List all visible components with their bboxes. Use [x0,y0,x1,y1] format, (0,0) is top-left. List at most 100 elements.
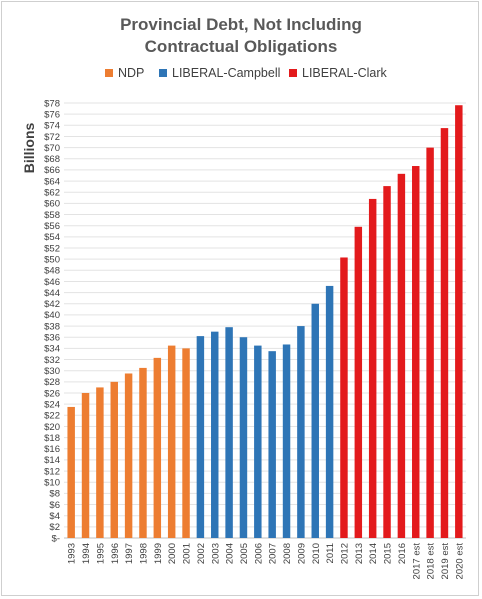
x-tick-label: 2012 [339,543,350,564]
y-tick-label: $74 [44,121,60,132]
y-tick-label: $14 [44,455,60,466]
legend-item-ndp: NDP [105,64,144,82]
x-tick-label: 2013 [354,543,365,564]
y-tick-label: $60 [44,199,60,210]
y-tick-label: $22 [44,411,60,422]
x-tick-label: 1996 [110,543,121,564]
y-tick-label: $68 [44,154,60,165]
y-tick-label: $42 [44,299,60,310]
x-tick-label: 2000 [167,543,178,564]
x-tick-label: 1998 [138,543,149,564]
bar-liberal-campbell-2008 [282,344,291,538]
bar-liberal-campbell-2004 [225,327,233,538]
bar-ndp-1998 [139,367,147,538]
x-tick-label: 1997 [124,543,135,564]
bar-liberal-campbell-2003 [211,331,219,538]
bar-ndp-1993 [67,406,75,538]
y-tick-label: $40 [44,310,60,321]
bar-liberal-campbell-2009 [297,326,305,538]
y-tick-label: $78 [44,98,60,109]
x-tick-label: 2014 [368,543,379,564]
y-tick-label: $- [52,533,60,544]
bar-liberal-clark-2018-est [426,147,434,538]
bar-ndp-2001 [182,348,190,538]
legend-swatch-liberal-campbell [159,69,167,77]
y-tick-label: $2 [49,522,60,533]
bar-liberal-campbell-2002 [196,336,205,538]
x-tick-label: 1994 [81,543,92,564]
x-tick-label: 1995 [95,543,106,564]
y-tick-label: $26 [44,388,60,399]
legend-label-ndp: NDP [118,66,145,80]
bar-liberal-clark-2015 [383,186,391,538]
bar-liberal-clark-2019-est [440,128,449,538]
x-tick-labels: 1993 1994 1995 1996 1997 1998 1999 2000 2001 2002… [67,543,466,580]
bar-liberal-campbell-2010 [311,303,319,538]
bars [67,105,463,539]
chart-title-line1: Provincial Debt, Not Including [120,15,362,34]
bar-liberal-clark-2013 [354,226,363,539]
bar-ndp-2000 [167,345,176,538]
x-tick-label: 2004 [225,543,236,564]
y-tick-label: $8 [49,489,60,500]
y-tick-label: $54 [44,232,60,243]
legend-label-liberal-campbell: LIBERAL-Campbell [172,66,281,80]
x-tick-label: 2007 [268,543,279,564]
y-tick-label: $32 [44,355,60,366]
y-tick-label: $24 [44,399,60,410]
y-tick-label: $34 [44,344,60,355]
y-tick-label: $38 [44,321,60,332]
x-tick-label: 2008 [282,543,293,564]
x-tick-label: 2010 [311,543,322,564]
legend-item-liberal-campbell: LIBERAL-Campbell [159,64,280,82]
legend-swatch-ndp [105,69,113,77]
y-tick-label: $18 [44,433,60,444]
y-tick-label: $62 [44,188,60,199]
x-tick-label: 2009 [296,543,307,564]
y-tick-label: $30 [44,366,60,377]
x-tick-label: 1999 [153,543,164,564]
y-tick-label: $16 [44,444,60,455]
x-tick-label: 2018 est [426,543,437,580]
y-tick-label: $66 [44,165,60,176]
y-tick-label: $58 [44,210,60,221]
y-tick-label: $36 [44,333,60,344]
x-tick-label: 2016 [397,543,408,564]
x-tick-label: 2006 [253,543,264,564]
x-tick-label: 2019 est [440,543,451,580]
x-tick-label: 2002 [196,543,207,564]
x-tick-label: 2003 [210,543,221,564]
bar-liberal-clark-2014 [368,198,377,538]
bar-liberal-clark-2017-est [412,166,420,538]
x-tick-label: 2005 [239,543,250,564]
y-tick-label: $10 [44,478,60,489]
bar-liberal-campbell-2011 [325,285,334,538]
y-tick-label: $48 [44,266,60,277]
legend-label-liberal-clark: LIBERAL-Clark [302,66,387,80]
y-tick-label: $28 [44,377,60,388]
bar-liberal-campbell-2007 [268,351,276,538]
x-tick-label: 1993 [67,543,78,564]
y-tick-label: $4 [49,511,60,522]
y-tick-label: $76 [44,109,60,120]
x-tick-label: 2001 [182,543,193,564]
bar-ndp-1994 [81,393,90,538]
y-tick-label: $56 [44,221,60,232]
bar-liberal-campbell-2005 [239,337,248,538]
y-tick-label: $20 [44,422,60,433]
x-tick-label: 2011 [325,543,336,563]
bar-ndp-1996 [110,381,118,538]
chart-title-line2: Contractual Obligations [144,37,338,56]
y-tick-labels: $-$2$4$6$8$10$12$14$16$18$20$22$24$26$28… [44,98,60,544]
gridlines [64,102,466,539]
bar-liberal-clark-2012 [340,257,348,538]
y-axis-label: Billions [21,123,37,174]
legend-swatch-liberal-clark [289,69,297,77]
y-tick-label: $6 [49,500,60,511]
bar-liberal-campbell-2006 [254,345,262,538]
x-tick-label: 2020 est [454,543,465,580]
x-tick-label: 2015 [383,543,394,564]
y-tick-label: $70 [44,143,60,154]
legend-item-liberal-clark: LIBERAL-Clark [289,64,387,82]
bar-ndp-1997 [124,373,133,538]
